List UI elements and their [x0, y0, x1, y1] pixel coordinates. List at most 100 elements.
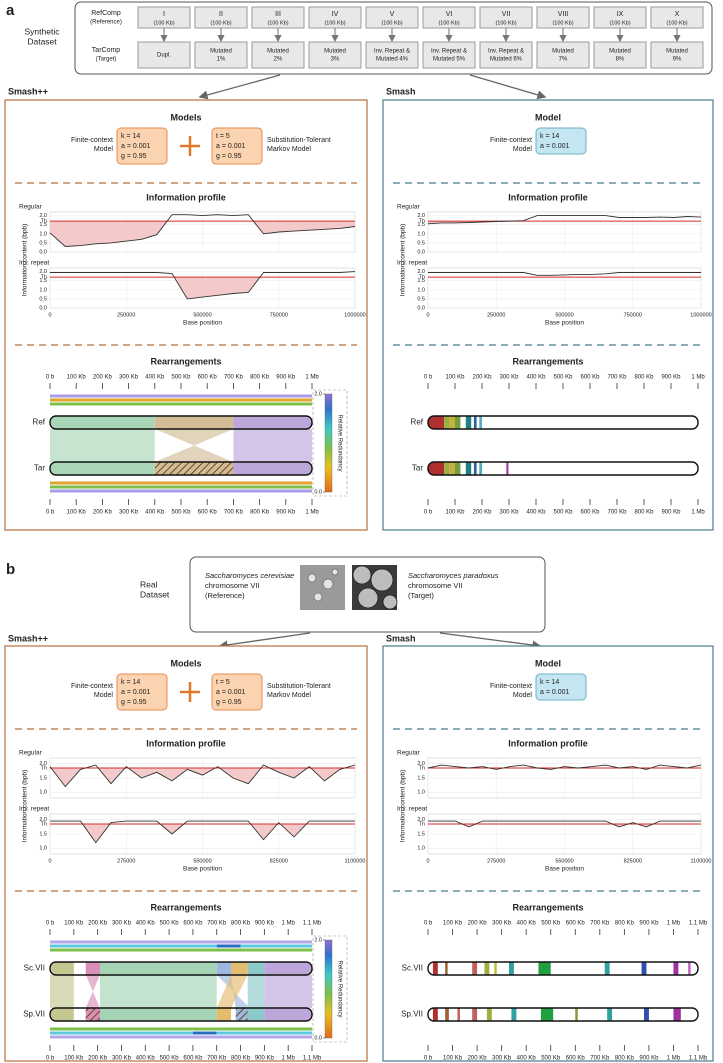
- ref-block: [264, 962, 312, 975]
- x-tick-label: 0: [48, 858, 51, 864]
- axis-tick-label: 1 Mb: [305, 510, 319, 516]
- model-param: a = 0.001: [540, 689, 569, 696]
- species-name: Saccharomyces paradoxus: [408, 571, 499, 580]
- model-param: t = 5: [216, 679, 230, 686]
- x-tick-label: 1100000: [690, 858, 711, 864]
- y-tick-label: 2.0: [39, 269, 47, 275]
- axis-tick-label: 200 Kb: [93, 510, 113, 516]
- y-tick-label: 1.5: [39, 222, 47, 228]
- method-name: Smash: [386, 86, 416, 96]
- block: [644, 1008, 649, 1021]
- model-box: [211, 127, 263, 165]
- axis-tick-label: 1 Mb: [667, 1056, 681, 1062]
- model-box: [116, 673, 168, 711]
- axis-tick-label: 100 Kb: [443, 921, 463, 927]
- axis-tick-label: 900 Kb: [255, 921, 275, 927]
- x-tick-label: 0: [426, 858, 429, 864]
- species-name: Saccharomyces cerevisiae: [205, 571, 294, 580]
- axis-tick-label: 300 Kb: [119, 375, 139, 381]
- sequence-name: Tar: [34, 464, 45, 473]
- model-name: Finite-context: [71, 137, 113, 144]
- block: [511, 1008, 517, 1021]
- model-name: Finite-context: [71, 683, 113, 690]
- model-name: Markov Model: [267, 146, 311, 153]
- axis-tick-label: 1 Mb: [691, 375, 705, 381]
- y-tick-label: 2.0: [39, 213, 47, 219]
- axis-tick-label: 0 b: [424, 510, 433, 516]
- below-threshold-fill: [50, 277, 355, 299]
- sequence-name: Sc.VII: [24, 964, 45, 973]
- component-label: Mutated: [267, 49, 289, 55]
- section-title: Rearrangements: [512, 902, 583, 912]
- sequence-bar-bg: [428, 462, 698, 475]
- cell: [313, 592, 323, 602]
- sequence-bar: [427, 461, 699, 476]
- chromosome-name: chromosome VII: [205, 581, 260, 590]
- ribbon: [85, 975, 101, 1008]
- block: [445, 1008, 449, 1021]
- block: [673, 1008, 681, 1021]
- axis-tick-label: 100 Kb: [64, 921, 84, 927]
- y-tick-label: 2.0: [39, 817, 47, 823]
- models-title: Models: [170, 112, 201, 122]
- arrow: [439, 632, 542, 650]
- y-tick-label: 2.0: [417, 817, 425, 823]
- ribbon: [50, 429, 155, 462]
- axis-tick-label: 800 Kb: [634, 375, 654, 381]
- tar-block: [100, 1008, 217, 1021]
- y-tick-label: 1.0: [39, 846, 47, 852]
- colorbar-bracket: [312, 389, 348, 497]
- x-tick-label: 750000: [270, 312, 288, 318]
- axis-tick-label: 1 Mb: [667, 921, 681, 927]
- component-label: 8%: [616, 57, 625, 63]
- cell: [370, 568, 394, 592]
- axis-tick-label: 100 Kb: [67, 510, 87, 516]
- block: [473, 416, 477, 429]
- block: [428, 462, 445, 475]
- axis-tick-label: 1.1 Mb: [303, 921, 322, 927]
- axis-tick-label: 100 Kb: [67, 375, 87, 381]
- axis-tick-label: 800 Kb: [634, 510, 654, 516]
- axis-tick-label: 400 Kb: [517, 1056, 537, 1062]
- y-tick-label: 1.5: [417, 222, 425, 228]
- threshold-label: Th: [419, 275, 425, 281]
- tar-block: [50, 1008, 74, 1021]
- x-tick-label: 825000: [624, 858, 642, 864]
- component-label: Mutated: [324, 49, 346, 55]
- y-tick-label: 1.0: [39, 287, 47, 293]
- colorbar-tick-label: 2.0: [314, 391, 322, 397]
- block: [473, 462, 477, 475]
- axis-tick-label: 400 Kb: [136, 921, 156, 927]
- tar-component: [593, 41, 647, 69]
- profile-line: [49, 214, 356, 247]
- threshold-label: Th: [41, 275, 47, 281]
- component-label: 9%: [673, 57, 682, 63]
- profile-line: [428, 820, 701, 828]
- axis-tick-label: 800 Kb: [615, 921, 635, 927]
- models-title: Model: [535, 112, 561, 122]
- y-axis-label: Information content (bpb): [400, 770, 407, 843]
- y-tick-label: 1.0: [417, 287, 425, 293]
- ref-block: [247, 962, 265, 975]
- x-tick-label: 1000000: [344, 312, 365, 318]
- x-tick-label: 250000: [117, 312, 135, 318]
- component-label: Mutated 4%: [376, 57, 409, 63]
- axis-tick-label: 800 Kb: [250, 375, 270, 381]
- axis-tick-label: 400 Kb: [526, 375, 546, 381]
- y-tick-label: 2.0: [39, 761, 47, 767]
- block: [607, 1008, 613, 1021]
- axis-tick-label: 0 b: [424, 1056, 433, 1062]
- ribbon: [100, 975, 217, 1008]
- tar-block: [247, 1008, 265, 1021]
- axis-tick-label: 600 Kb: [198, 375, 218, 381]
- y-tick-label: 2.0: [417, 761, 425, 767]
- model-box: [211, 673, 263, 711]
- axis-tick-label: 300 Kb: [499, 375, 519, 381]
- model-name: Substitution-Tolerant: [267, 683, 331, 690]
- axis-tick-label: 200 Kb: [88, 1056, 108, 1062]
- series-name: Regular: [19, 204, 43, 211]
- tar-component: [650, 41, 704, 69]
- block: [432, 962, 438, 975]
- block: [444, 462, 450, 475]
- axis-tick-label: 1 Mb: [305, 375, 319, 381]
